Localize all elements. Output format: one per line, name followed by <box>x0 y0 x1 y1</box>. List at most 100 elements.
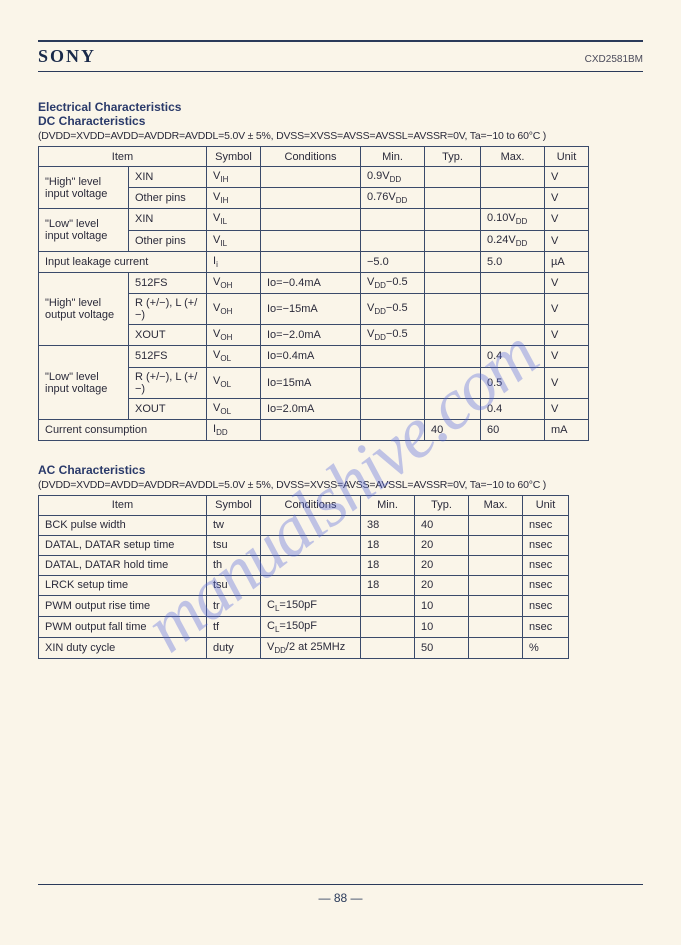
cell-max <box>481 272 545 293</box>
cell-conditions: CL=150pF <box>261 617 361 638</box>
ac-conditions-line: (DVDD=XVDD=AVDD=AVDDR=AVDDL=5.0V ± 5%, D… <box>38 479 643 491</box>
cell-typ <box>425 367 481 398</box>
cell-item: Current consumption <box>39 419 207 440</box>
cell-conditions <box>261 419 361 440</box>
header: SONY CXD2581BM <box>38 44 643 71</box>
dc-table-head: Item Symbol Conditions Min. Typ. Max. Un… <box>39 147 589 167</box>
cell-symbol: VIH <box>207 167 261 188</box>
cell-item: Input leakage current <box>39 251 207 272</box>
cell-max: 0.10VDD <box>481 209 545 230</box>
table-row: DATAL, DATAR setup timetsu1820nsec <box>39 535 569 555</box>
cell-typ: 50 <box>415 638 469 659</box>
col-min: Min. <box>361 147 425 167</box>
cell-min: 0.76VDD <box>361 188 425 209</box>
cell-typ <box>425 230 481 251</box>
cell-typ <box>425 167 481 188</box>
cell-symbol: VOL <box>207 367 261 398</box>
table-row: "High" level input voltageXINVIH0.9VDDV <box>39 167 589 188</box>
cell-typ <box>425 188 481 209</box>
cell-item-group: "Low" level input voltage <box>39 209 129 251</box>
cell-conditions <box>261 575 361 595</box>
header-rule-top <box>38 40 643 42</box>
cell-max <box>469 535 523 555</box>
cell-item: BCK pulse width <box>39 515 207 535</box>
cell-item-sub: R (+/−), L (+/−) <box>129 367 207 398</box>
cell-symbol: duty <box>207 638 261 659</box>
cell-conditions: Io=0.4mA <box>261 346 361 367</box>
table-row: "Low" level input voltageXINVIL0.10VDDV <box>39 209 589 230</box>
footer-rule <box>38 884 643 885</box>
cell-item-group: "Low" level input voltage <box>39 346 129 419</box>
cell-item: DATAL, DATAR hold time <box>39 555 207 575</box>
cell-conditions: VDD/2 at 25MHz <box>261 638 361 659</box>
cell-unit: V <box>545 367 589 398</box>
cell-unit: V <box>545 272 589 293</box>
section-ac-title: AC Characteristics <box>38 463 643 477</box>
cell-typ <box>425 251 481 272</box>
col-symbol: Symbol <box>207 147 261 167</box>
table-row: Current consumptionIDD4060mA <box>39 419 589 440</box>
cell-conditions <box>261 555 361 575</box>
cell-symbol: VOH <box>207 272 261 293</box>
brand: SONY <box>38 46 96 67</box>
cell-unit: nsec <box>523 515 569 535</box>
cell-symbol: VIL <box>207 209 261 230</box>
col-unit: Unit <box>545 147 589 167</box>
cell-typ <box>425 209 481 230</box>
ac-table-head: Item Symbol Conditions Min. Typ. Max. Un… <box>39 495 569 515</box>
cell-min <box>361 617 415 638</box>
cell-unit: nsec <box>523 595 569 616</box>
cell-typ <box>425 346 481 367</box>
cell-unit: mA <box>545 419 589 440</box>
cell-unit: V <box>545 167 589 188</box>
cell-symbol: IDD <box>207 419 261 440</box>
cell-conditions <box>261 230 361 251</box>
ac-table-body: BCK pulse widthtw3840nsecDATAL, DATAR se… <box>39 515 569 659</box>
cell-max <box>469 595 523 616</box>
cell-min: 18 <box>361 575 415 595</box>
cell-max <box>469 515 523 535</box>
cell-typ <box>425 294 481 325</box>
cell-conditions: Io=2.0mA <box>261 398 361 419</box>
dc-table: Item Symbol Conditions Min. Typ. Max. Un… <box>38 146 589 441</box>
col-unit: Unit <box>523 495 569 515</box>
cell-unit: V <box>545 188 589 209</box>
cell-conditions <box>261 209 361 230</box>
cell-typ: 20 <box>415 575 469 595</box>
cell-item-group: "High" level output voltage <box>39 272 129 345</box>
cell-unit: V <box>545 294 589 325</box>
cell-symbol: VIL <box>207 230 261 251</box>
col-item: Item <box>39 147 207 167</box>
col-typ: Typ. <box>415 495 469 515</box>
cell-typ <box>425 398 481 419</box>
cell-min: 38 <box>361 515 415 535</box>
cell-min <box>361 230 425 251</box>
cell-max: 0.4 <box>481 398 545 419</box>
cell-max <box>469 575 523 595</box>
part-number: CXD2581BM <box>585 54 643 65</box>
cell-typ <box>425 325 481 346</box>
col-item: Item <box>39 495 207 515</box>
cell-unit: nsec <box>523 575 569 595</box>
cell-conditions <box>261 515 361 535</box>
cell-unit: V <box>545 346 589 367</box>
cell-item: XIN duty cycle <box>39 638 207 659</box>
cell-item-sub: Other pins <box>129 230 207 251</box>
cell-min: 0.9VDD <box>361 167 425 188</box>
col-conditions: Conditions <box>261 495 361 515</box>
cell-max: 5.0 <box>481 251 545 272</box>
table-row: DATAL, DATAR hold timeth1820nsec <box>39 555 569 575</box>
cell-symbol: tr <box>207 595 261 616</box>
page-number: — 88 — <box>38 891 643 905</box>
table-row: Input leakage currentIi−5.05.0µA <box>39 251 589 272</box>
cell-min: −5.0 <box>361 251 425 272</box>
cell-conditions: Io=−0.4mA <box>261 272 361 293</box>
cell-max: 0.4 <box>481 346 545 367</box>
cell-symbol: VOH <box>207 294 261 325</box>
cell-unit: V <box>545 398 589 419</box>
cell-min <box>361 595 415 616</box>
table-row: "Low" level input voltage512FSVOLIo=0.4m… <box>39 346 589 367</box>
cell-min: VDD−0.5 <box>361 294 425 325</box>
cell-item-sub: XIN <box>129 167 207 188</box>
cell-min <box>361 346 425 367</box>
